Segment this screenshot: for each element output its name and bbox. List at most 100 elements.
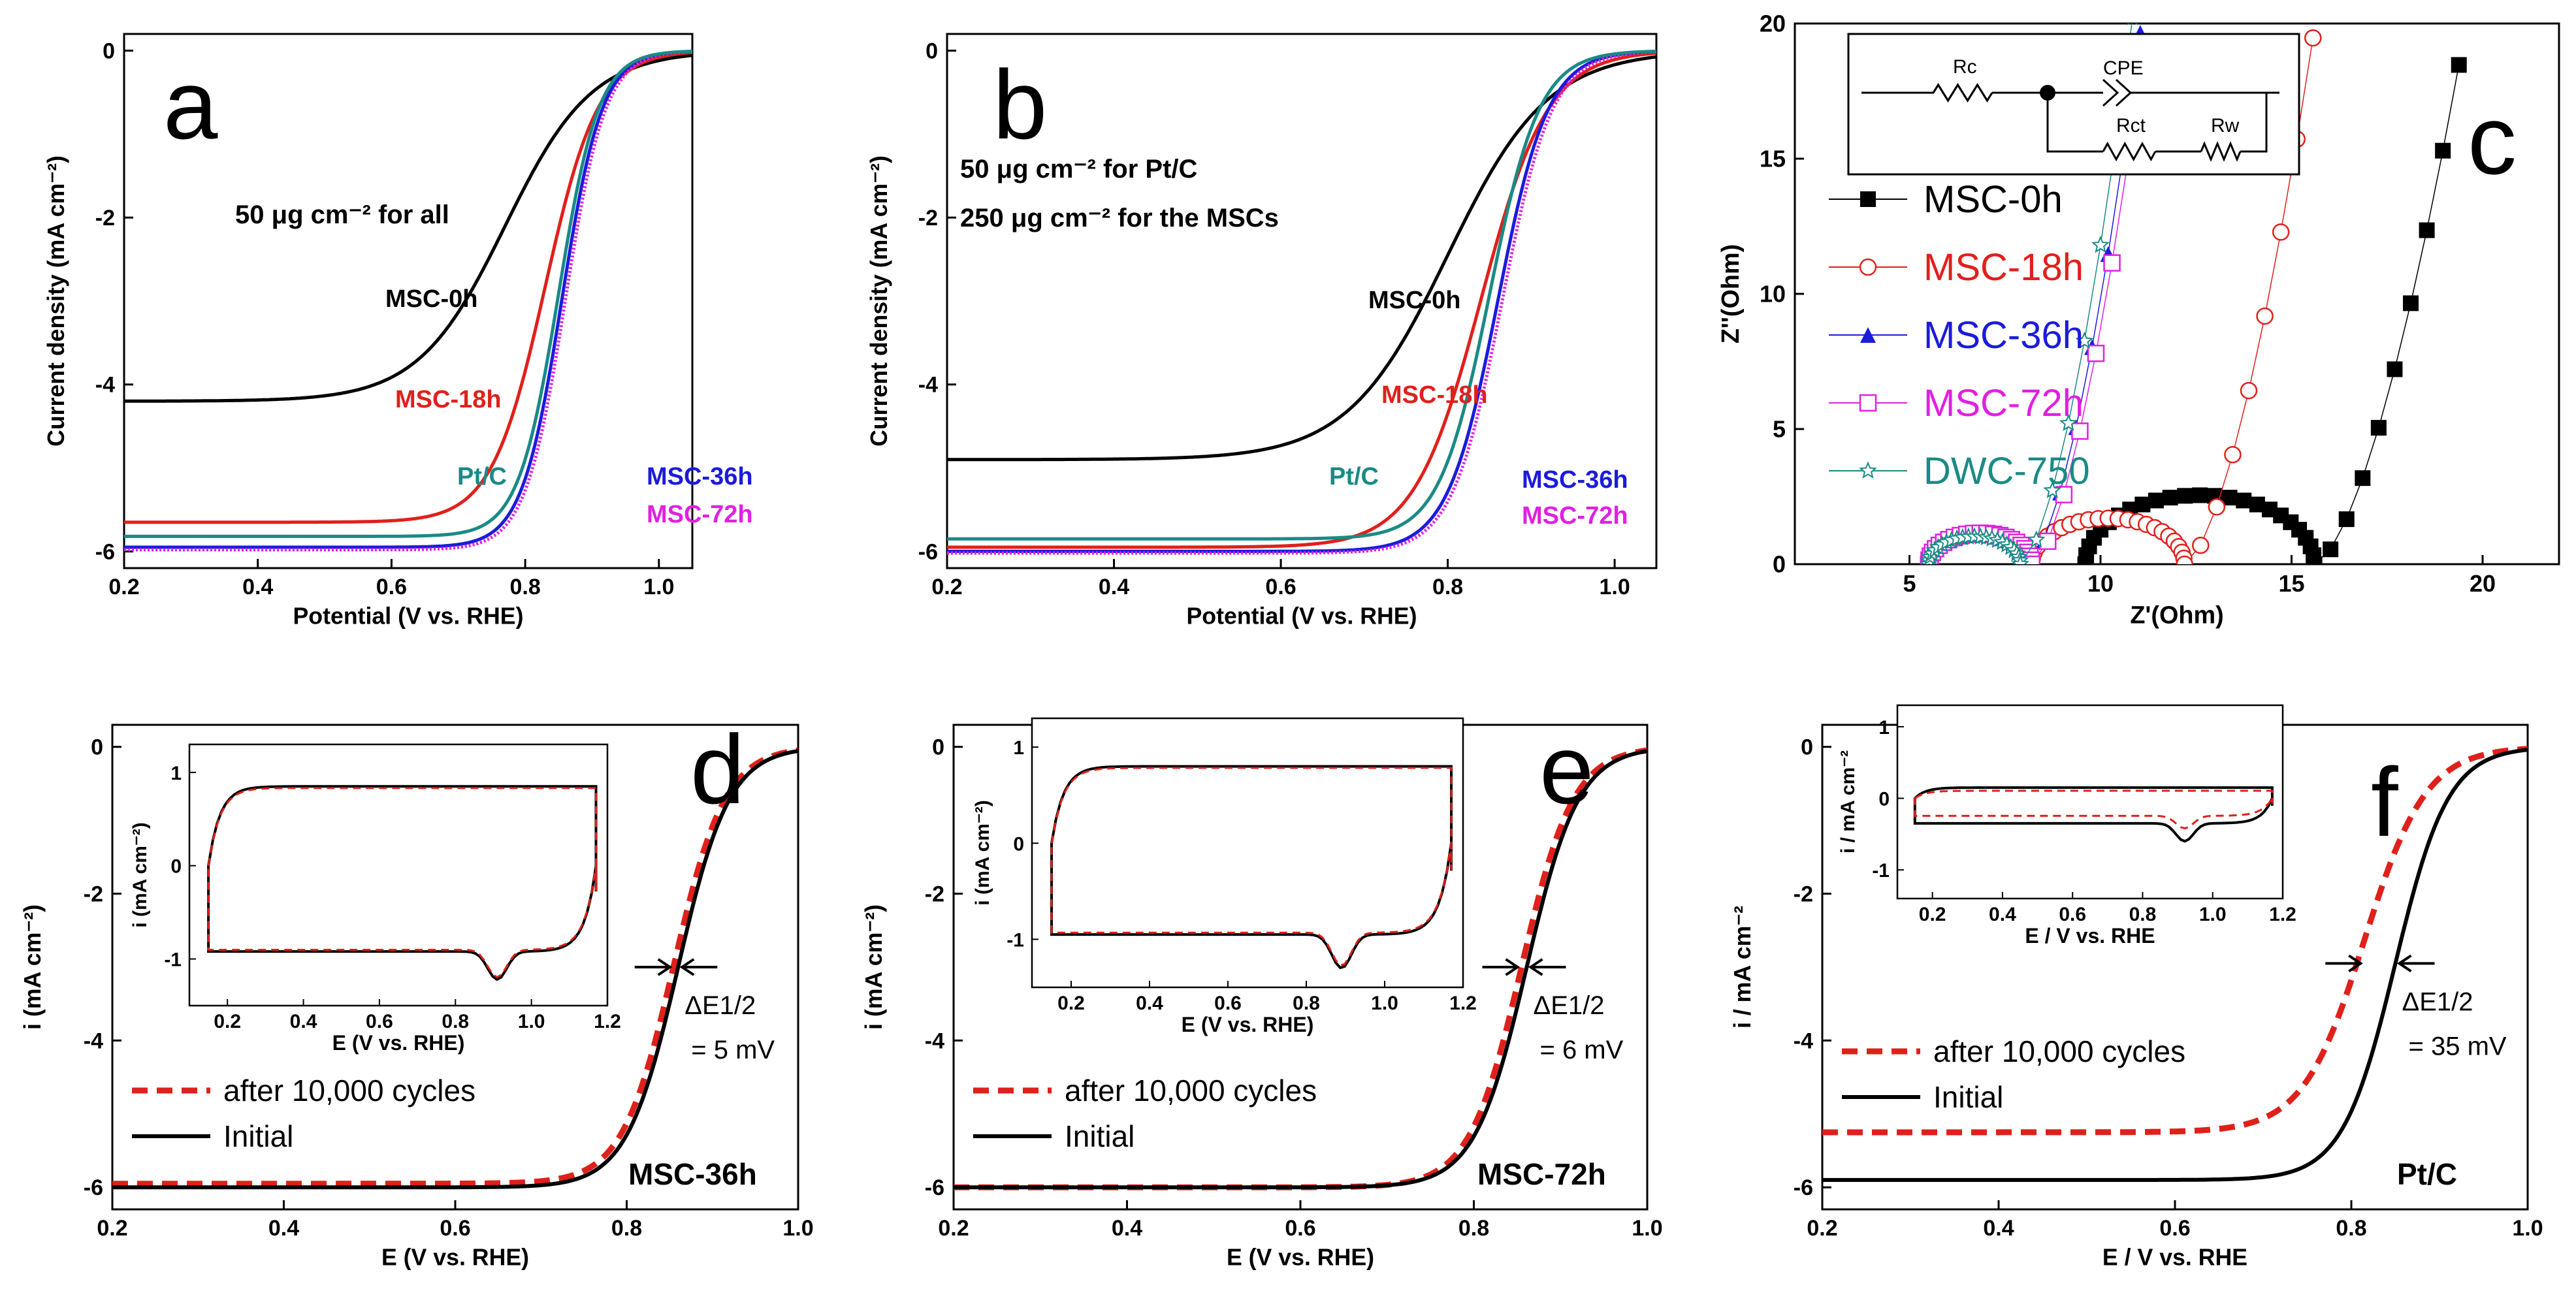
panel-d-inset-xtick-label: 0.2 [214, 1011, 241, 1032]
panel-e-delta-label: ΔE1/2 [1533, 991, 1604, 1020]
panel-f-delta-arrow-left [2325, 954, 2363, 973]
panel-d-ytick-label: -2 [84, 882, 103, 906]
panel-e-inset-xtick-label: 0.8 [1293, 993, 1320, 1014]
panel-a-ytick-label: -6 [95, 539, 115, 564]
panel-c-point-dwc-750 [2091, 235, 2110, 253]
panel-a-xlabel: Potential (V vs. RHE) [293, 603, 524, 629]
panel-c-point-msc-0h [2355, 470, 2371, 486]
panel-a-curve-msc-72h [124, 50, 693, 552]
panel-c-point-msc-0h [2236, 492, 2252, 509]
panel-b-axes: 0.2 0.4 0.6 0.8 1.0 0 -2 -4 -6 Potential (V vs. R… [866, 33, 1658, 629]
panel-d-inset-xtick-label: 1.2 [594, 1011, 621, 1032]
panel-d-inset-xlabel: E (V vs. RHE) [332, 1031, 465, 1055]
panel-b-ytick-label: -4 [918, 373, 938, 398]
panel-e-inset-ytick-label: 1 [1013, 737, 1024, 759]
panel-c-xtick-label: 20 [2470, 570, 2496, 597]
panel-d-legend-label-initial: Initial [223, 1119, 293, 1153]
legend-label-msc-18h: MSC-18h [1924, 246, 2084, 289]
panel-f-inset-ytick-label: -1 [1872, 860, 1890, 882]
panel-e-ytick-label: -2 [925, 882, 944, 906]
panel-a-curve-msc-0h [124, 54, 693, 403]
panel-c-xtick-label: 5 [1903, 570, 1916, 597]
circuit-label: Rw [2211, 115, 2240, 136]
legend-marker-msc-18h [1859, 258, 1877, 276]
panel-d-inset-ytick-label: -1 [164, 949, 182, 971]
panel-f-xtick-label: 0.4 [1983, 1216, 2014, 1241]
panel-c-point-msc-0h [2221, 490, 2238, 506]
circuit-rct-resistor [2102, 141, 2157, 162]
panel-d-ytick-label: -6 [84, 1175, 103, 1200]
panel-c-point-msc-0h [2419, 222, 2435, 238]
circuit-return-wire [2240, 93, 2268, 153]
panel-c-point-msc-0h [2387, 361, 2403, 377]
panel-a-label-msc-72h: MSC-72h [647, 501, 753, 528]
panel-e-ytick-label: -4 [925, 1028, 944, 1053]
panel-a-xtick-label: 0.6 [376, 575, 407, 599]
panel-e-ytick-label: -6 [925, 1175, 944, 1200]
panel-d-delta-label: ΔE1/2 [684, 991, 756, 1020]
circuit-label: Rct [2116, 115, 2146, 136]
panel-e-curve-after-cycles [954, 747, 1648, 1190]
panel-c-point-msc-0h [2192, 487, 2208, 503]
panel-c-xtick-label: 15 [2278, 570, 2304, 597]
panel-f-inset-xtick-label: 0.8 [2129, 904, 2157, 925]
panel-d-inset-ylabel: i (mA cm⁻²) [129, 822, 151, 927]
panel-f-legend-label-after-cycles: after 10,000 cycles [1933, 1034, 2185, 1068]
panel-f-xlabel: E / V vs. RHE [2102, 1245, 2247, 1271]
panel-f-delta-label: ΔE1/2 [2402, 987, 2473, 1016]
panel-c-ytick-label: 15 [1760, 146, 1786, 172]
panel-f-xtick-label: 1.0 [2512, 1216, 2543, 1241]
panel-f-xtick-label: 0.8 [2336, 1216, 2366, 1241]
panel-c-point-msc-18h [2224, 445, 2242, 464]
panel-c-point-msc-18h [2176, 555, 2193, 564]
panel-e-inset-xtick-label: 0.2 [1057, 993, 1085, 1014]
panel-b-ytick-label: -2 [918, 206, 938, 231]
panel-e-inset-xlabel: E (V vs. RHE) [1182, 1013, 1314, 1036]
panel-b-xtick-label: 0.2 [931, 575, 962, 599]
circuit-frame [1847, 33, 2300, 176]
panel-e-xlabel: E (V vs. RHE) [1227, 1245, 1374, 1271]
panel-b-ytick-label: -6 [918, 539, 938, 564]
panel-f-ytick-label: -4 [1794, 1028, 1813, 1053]
panel-e-inset-xtick-label: 0.4 [1136, 993, 1163, 1014]
panel-d-xtick-label: 0.8 [611, 1216, 642, 1241]
panel-f-xtick-label: 0.2 [1807, 1216, 1837, 1241]
legend-marker-msc-72h [1859, 394, 1877, 412]
panel-d-inset-xtick-label: 1.0 [518, 1011, 545, 1032]
legend-label-msc-72h: MSC-72h [1924, 382, 2084, 424]
panel-b-xlabel: Potential (V vs. RHE) [1187, 603, 1417, 629]
panel-f-ytick-label: -2 [1794, 882, 1813, 906]
panel-f-inset-xtick-label: 1.0 [2199, 904, 2227, 925]
panel-a-curve-msc-36h [124, 50, 693, 549]
panel-c-point-msc-72h [2087, 344, 2105, 362]
panel-c-ytick-label: 0 [1773, 551, 1786, 578]
panel-d-delta-arrow-left [634, 958, 673, 976]
panel-f-xtick-label: 0.6 [2159, 1216, 2190, 1241]
panel-e-inset-xtick-label: 0.6 [1214, 993, 1242, 1014]
panel-c-point-dwc-750 [2059, 413, 2078, 432]
panel-d-delta-value: = 5 mV [691, 1036, 775, 1064]
panel-d-inset-cv-after [207, 787, 597, 979]
panel-e-inset-ylabel: i (mA cm⁻²) [972, 800, 993, 905]
panel-b-letter: b [993, 50, 1047, 159]
panel-b-label-msc-36h: MSC-36h [1522, 466, 1628, 494]
panel-a-curve-pt-c [124, 50, 693, 538]
panel-a-label-msc-18h: MSC-18h [395, 386, 502, 413]
panel-f-inset-xlabel: E / V vs. RHE [2025, 924, 2155, 948]
panel-c-ytick-label: 10 [1760, 281, 1786, 308]
panel-b-label-msc-0h: MSC-0h [1368, 287, 1460, 314]
panel-e-inset-ytick-label: -1 [1006, 929, 1024, 951]
panel-d-xtick-label: 0.4 [268, 1216, 299, 1241]
panel-a-ytick-label: -2 [95, 206, 115, 231]
panel-e-axes: 0.2 0.4 0.6 0.8 1.0 0 -2 -4 -6 E (V vs. RHE) i (mA… [861, 724, 1663, 1271]
panel-c-ylabel: Z''(Ohm) [1717, 244, 1745, 343]
panel-b-xtick-label: 1.0 [1599, 575, 1630, 599]
panel-f-ytick-label: 0 [1801, 735, 1813, 760]
panel-a-label-msc-36h: MSC-36h [647, 463, 753, 490]
panel-f-inset-xtick-label: 0.4 [1989, 904, 2016, 925]
panel-c-point-msc-18h [2192, 536, 2210, 554]
panel-d-inset-xtick-label: 0.6 [366, 1011, 393, 1032]
panel-c-point-dwc-750 [2043, 481, 2062, 499]
panel-a-xtick-label: 0.2 [108, 575, 139, 599]
panel-c-xtick-label: 10 [2087, 570, 2114, 597]
